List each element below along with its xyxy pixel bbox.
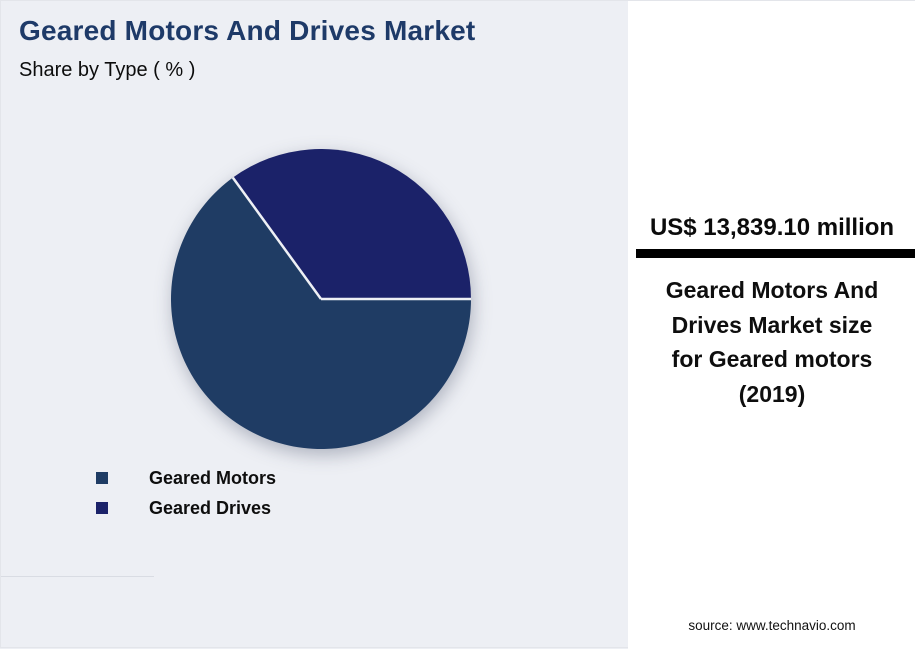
legend: Geared Motors Geared Drives (96, 463, 276, 523)
legend-marker-geared-motors (96, 472, 108, 484)
pie-slice-geared-drives (232, 149, 471, 299)
chart-title: Geared Motors And Drives Market (19, 15, 476, 46)
legend-item-geared-drives: Geared Drives (96, 493, 276, 523)
pie-slice-geared-motors (170, 177, 471, 450)
highlight-caption: Geared Motors And Drives Market size for… (665, 277, 879, 407)
pie-chart (170, 149, 471, 450)
highlight-panel: US$ 13,839.10 million Geared Motors And … (628, 1, 915, 649)
legend-label-geared-motors: Geared Motors (149, 467, 277, 488)
legend-label-geared-drives: Geared Drives (149, 497, 272, 518)
divider-line (1, 576, 154, 577)
chart-section: Geared Motors And Drives Market Share by… (1, 1, 628, 649)
chart-subtitle: Share by Type ( % ) (19, 59, 196, 81)
legend-marker-geared-drives (96, 502, 108, 514)
legend-item-geared-motors: Geared Motors (96, 463, 276, 493)
highlight-underline-bar (636, 249, 915, 258)
highlight-value: US$ 13,839.10 million (649, 214, 895, 241)
source-credit: source: www.technavio.com (688, 618, 856, 633)
pie-slice-divider (231, 176, 323, 300)
